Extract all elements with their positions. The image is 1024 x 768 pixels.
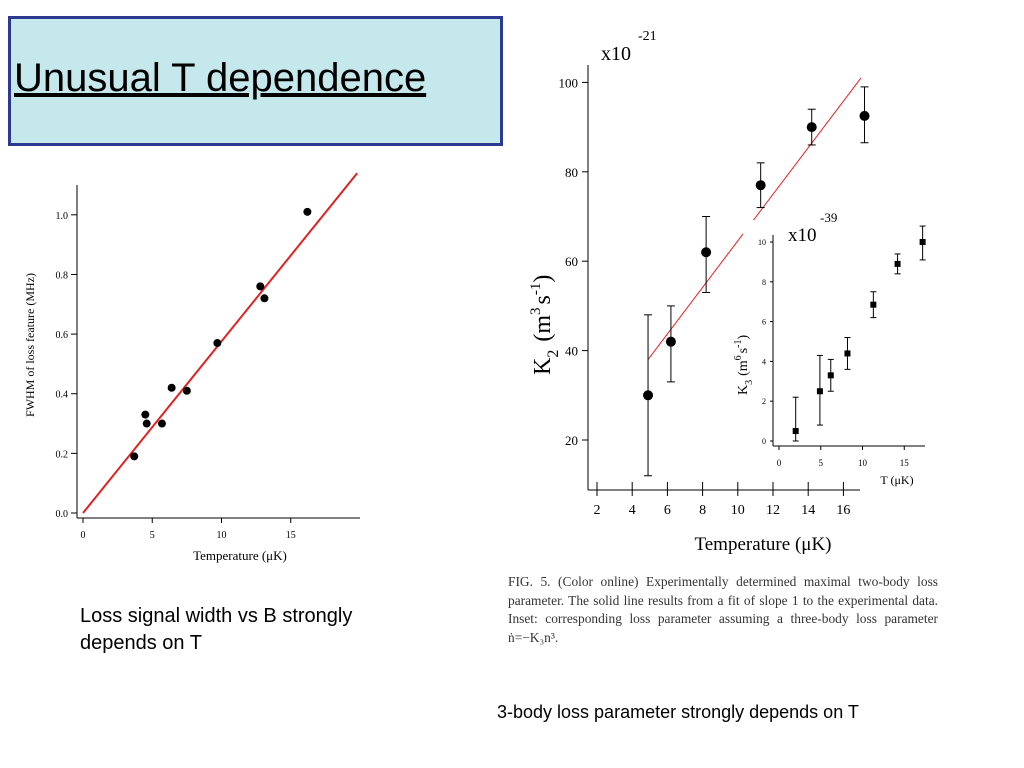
left-data-point: [256, 282, 265, 291]
k2-xtick-label: 14: [801, 503, 815, 518]
k2-xtick-label: 8: [699, 503, 706, 518]
left-data-point: [157, 419, 166, 428]
k3-ylabel-s: s: [736, 348, 751, 353]
k3-xlabel: T (μK): [880, 473, 913, 487]
k2-ylabel-unit: (m: [530, 315, 556, 342]
k2-xtick-label: 6: [664, 503, 671, 518]
k2-ytick-label: 20: [565, 433, 578, 448]
figure-caption: FIG. 5. (Color online) Experimentally de…: [508, 574, 938, 645]
k3-ytick-label: 6: [762, 318, 766, 327]
left-data-point: [182, 386, 191, 395]
k2-data-point: [665, 336, 676, 347]
left-data-point: [303, 207, 312, 216]
left-data-point: [130, 452, 139, 461]
left-xtick-label: 15: [286, 530, 296, 541]
k2-data-point: [806, 122, 817, 133]
k3-multiplier-base: x10: [788, 225, 817, 246]
k2-data-point: [859, 110, 870, 121]
slide-title: Unusual T dependence: [14, 56, 427, 100]
k2-ytick-label: 40: [565, 344, 578, 359]
left-data-point: [213, 339, 222, 348]
left-ytick-label: 0.0: [56, 509, 69, 520]
k2-data-point: [755, 180, 766, 191]
k3-ylabel-unit: (m: [736, 360, 751, 376]
left-xtick-label: 5: [150, 530, 155, 541]
k2-ylabel-s: s: [530, 295, 556, 304]
k3-ylabel-sub: 3: [744, 380, 755, 385]
k3-data-point: [844, 350, 851, 357]
left-ytick-label: 0.8: [56, 270, 69, 281]
k3-ytick-label: 2: [762, 397, 766, 406]
svg-text:K3(m6s-1): K3 (m6 s-1): [733, 335, 755, 395]
k3-multiplier-exp: -39: [820, 210, 837, 225]
left-ytick-label: 0.2: [56, 449, 69, 460]
k3-xtick-label: 5: [819, 458, 824, 468]
k3-ylabel-exp1: 6: [733, 355, 744, 360]
k3-ytick-label: 10: [758, 238, 766, 247]
left-xlabel: Temperature (μK): [193, 548, 287, 563]
k2-xtick-label: 4: [629, 503, 636, 518]
k2-ylabel-close: ): [530, 275, 556, 283]
k2-ylabel-exp1: 3: [528, 307, 544, 315]
k2-ylabel: K2 (m3 s-1): [528, 275, 562, 375]
k3-xtick-label: 15: [900, 458, 910, 468]
left-data-point: [260, 294, 269, 303]
k2-xtick-label: 12: [766, 503, 780, 518]
k2-ylabel-main: K: [530, 357, 556, 375]
left-xtick-label: 0: [81, 530, 86, 541]
k3-ytick-label: 8: [762, 278, 766, 287]
k3-ylabel-exp2: -1: [733, 340, 744, 348]
k2-ylabel-exp2: -1: [528, 283, 544, 296]
k3-ylabel: K3 (m6 s-1): [733, 335, 755, 395]
k2-data-point: [701, 247, 712, 258]
k3-data-point: [827, 372, 834, 379]
k2-xtick-label: 2: [594, 503, 601, 518]
k2-ytick-label: 60: [565, 254, 578, 269]
left-data-point: [167, 383, 176, 392]
k3-ytick-label: 0: [762, 437, 766, 446]
k3-xtick-label: 0: [777, 458, 782, 468]
svg-text:K2(m3s-1): K2 (m3 s-1): [528, 275, 562, 375]
k2-fit-line: [647, 77, 862, 360]
left-caption: Loss signal width vs B strongly depends …: [80, 605, 353, 654]
k2-xtick-label: 10: [731, 503, 745, 518]
title-box: [8, 16, 503, 146]
k3-ylabel-close: ): [736, 335, 751, 340]
k3-data-point: [870, 301, 877, 308]
k2-ytick-label: 100: [559, 75, 579, 90]
left-xtick-label: 10: [217, 530, 227, 541]
left-ylabel: FWHM of loss feature (MHz): [23, 273, 37, 417]
left-data-point: [142, 419, 151, 428]
k2-ytick-label: 80: [565, 165, 578, 180]
k2-multiplier-base: x10: [601, 43, 631, 65]
k3-ytick-label: 4: [762, 357, 766, 366]
k2-xlabel: Temperature (μK): [694, 534, 831, 555]
k3-data-point: [919, 239, 926, 245]
left-ytick-label: 0.4: [56, 390, 69, 401]
right-caption: 3-body loss parameter strongly depends o…: [497, 702, 859, 722]
k3-data-point: [894, 260, 901, 267]
k2-xtick-label: 16: [836, 503, 850, 518]
k3-xtick-label: 10: [858, 458, 868, 468]
fwhm-chart: 0.0 0.2 0.4 0.6 0.8 1.0 0 5 10 15 Temperature (μK…: [23, 172, 360, 563]
k2-multiplier-exp: -21: [638, 29, 657, 44]
k3-data-point: [792, 428, 799, 435]
k3-data-point: [816, 388, 823, 395]
left-ytick-label: 0.6: [56, 330, 69, 341]
left-data-point: [141, 410, 150, 419]
inset-background: [743, 220, 933, 465]
k2-data-point: [643, 390, 654, 401]
k2-ylabel-sub: 2: [545, 350, 562, 358]
left-ytick-label: 1.0: [56, 211, 69, 222]
k3-ylabel-main: K: [736, 385, 751, 395]
